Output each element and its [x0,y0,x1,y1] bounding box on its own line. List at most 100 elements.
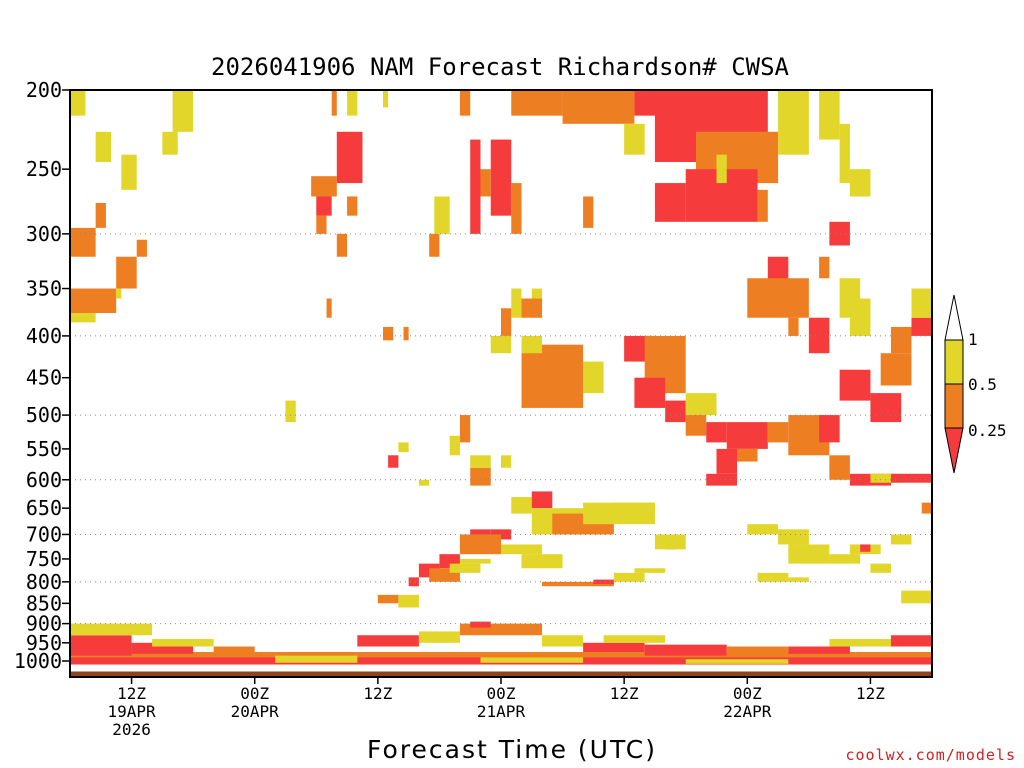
heatmap-cell [788,646,850,654]
heatmap-cell [808,317,830,354]
x-tick-label: 2026 [112,720,151,739]
x-tick-label: 12Z [856,684,885,703]
x-tick-label: 12Z [610,684,639,703]
heatmap-cell [613,572,645,582]
heatmap-cell [531,491,553,509]
heatmap-cell [490,529,512,540]
heatmap-cell [737,448,758,462]
heatmap-cell [849,169,871,197]
heatmap-cell [521,344,584,408]
heatmap-cell [829,554,861,564]
heatmap-cell [70,227,96,257]
heatmap-cell [172,90,194,132]
y-tick-label: 850 [26,591,62,615]
heatmap-cell [911,317,932,336]
heatmap-cell [418,631,460,643]
heatmap-cell [403,326,409,341]
heatmap-cell [819,415,840,443]
heatmap-cell [470,139,481,234]
heatmap-cell [470,455,491,468]
heatmap-cell [459,415,471,443]
heatmap-cells [70,90,932,677]
heatmap-cell [408,577,419,587]
x-tick-label: 00Z [487,684,516,703]
heatmap-cell [116,288,122,299]
heatmap-cell [890,534,912,545]
heatmap-cell [382,326,394,341]
heatmap-cell [644,644,727,656]
heatmap-cell [880,353,912,386]
heatmap-cell [470,467,491,486]
heatmap-cell [501,308,512,336]
y-tick-label: 950 [26,631,62,655]
y-tick-label: 900 [26,612,62,636]
heatmap-cell [829,455,850,480]
heatmap-cell [336,131,363,184]
heatmap-cell [819,256,830,279]
heatmap-cell [331,90,337,116]
heatmap-cell [706,473,738,486]
legend-top-arrow [944,294,964,341]
heatmap-cell [829,639,891,647]
y-tick-label: 500 [26,403,62,427]
y-tick-label: 400 [26,324,62,348]
heatmap-cell [890,326,912,354]
legend-swatch [944,339,964,385]
heatmap-cell [685,415,707,436]
heatmap-cell [501,455,512,468]
heatmap-cell [95,202,106,228]
heatmap-cell [562,90,635,124]
heatmap-cell [839,369,871,401]
heatmap-cell [634,568,666,573]
heatmap-cell [316,215,327,234]
heatmap-cell [480,169,491,197]
heatmap-cell [449,563,481,573]
heatmap-cell [429,233,440,257]
heatmap-cell [70,623,153,636]
heatmap-cell [490,139,512,216]
heatmap-cell [382,90,389,108]
heatmap-cell [470,621,491,628]
heatmap-cell [726,646,789,656]
legend-label: 0.25 [968,421,1007,440]
heatmap-cell [542,635,584,647]
y-tick-label: 300 [26,222,62,246]
heatmap-cell [860,544,871,552]
heatmap-cell [70,288,117,314]
heatmap-cell [459,623,543,636]
heatmap-cell [788,577,809,582]
heatmap-cell [70,652,932,661]
heatmap-cell [311,176,337,197]
y-tick-label: 650 [26,496,62,520]
heatmap-cell [778,90,809,155]
heatmap-cell [136,239,147,257]
heatmap-cell [70,635,132,656]
heatmap-cell [336,233,348,257]
heatmap-cell [316,196,332,216]
heatmap-cell [890,635,932,647]
legend-label: 1 [968,330,978,349]
heatmap-cell [747,278,809,318]
heatmap-cell [726,422,768,449]
heatmap-cell [357,635,419,647]
y-tick-label: 450 [26,366,62,390]
heatmap-cell [398,594,419,608]
heatmap-cell [654,534,686,550]
y-tick-label: 1000 [14,649,62,673]
heatmap-cell [778,529,809,545]
heatmap-cell [377,594,399,604]
y-axis: 200 250 300 350 400 450 500 550 600 6507007508008… [14,78,70,673]
y-tick-label: 350 [26,277,62,301]
y-tick-label: 750 [26,547,62,571]
heatmap-cell [152,639,214,647]
heatmap-cell [511,183,522,234]
heatmap-cell [757,189,768,222]
color-legend: 1 0.5 0.25 [944,294,1007,474]
heatmap-cell [634,377,666,408]
heatmap-cell [70,90,86,116]
heatmap-cell [890,473,932,483]
legend-label: 0.5 [968,375,997,394]
heatmap-cell [501,544,543,555]
